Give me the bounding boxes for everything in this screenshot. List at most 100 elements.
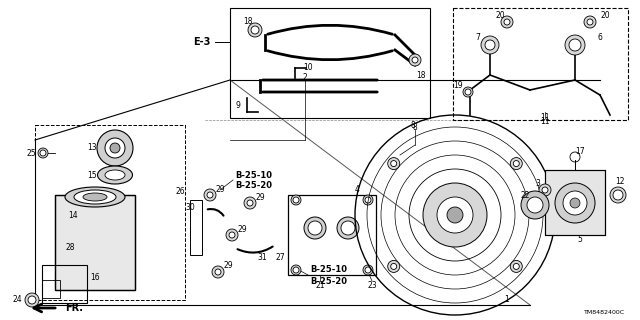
Text: 5: 5 xyxy=(577,236,582,244)
Circle shape xyxy=(229,232,235,238)
Text: 8: 8 xyxy=(413,124,417,132)
Text: 11: 11 xyxy=(540,117,550,126)
Circle shape xyxy=(390,263,397,269)
Text: 12: 12 xyxy=(615,178,625,187)
Circle shape xyxy=(226,229,238,241)
Circle shape xyxy=(247,200,253,206)
Bar xyxy=(42,280,60,298)
Circle shape xyxy=(248,23,262,37)
Ellipse shape xyxy=(304,217,326,239)
Text: 23: 23 xyxy=(367,281,377,290)
Circle shape xyxy=(363,265,373,275)
Text: 24: 24 xyxy=(12,295,22,305)
Circle shape xyxy=(293,197,299,203)
Text: 29: 29 xyxy=(215,185,225,194)
Circle shape xyxy=(409,54,421,66)
Bar xyxy=(288,195,376,275)
Text: FR.: FR. xyxy=(65,303,83,313)
Text: 8: 8 xyxy=(411,121,415,130)
Text: 20: 20 xyxy=(600,11,610,20)
Circle shape xyxy=(504,19,510,25)
Circle shape xyxy=(207,192,213,198)
Circle shape xyxy=(365,267,371,273)
Bar xyxy=(545,170,605,235)
Circle shape xyxy=(293,267,299,273)
Text: B-25-20: B-25-20 xyxy=(235,181,272,190)
Circle shape xyxy=(388,260,400,272)
Circle shape xyxy=(38,148,48,158)
Circle shape xyxy=(93,208,107,222)
Text: B-25-10: B-25-10 xyxy=(310,266,347,275)
Circle shape xyxy=(539,184,551,196)
Bar xyxy=(42,265,87,303)
Text: 15: 15 xyxy=(88,171,97,180)
Text: 21: 21 xyxy=(316,281,324,290)
Circle shape xyxy=(613,190,623,200)
Text: B-25-10: B-25-10 xyxy=(235,171,272,180)
Text: B-25-20: B-25-20 xyxy=(310,276,347,285)
Circle shape xyxy=(110,143,120,153)
Bar xyxy=(230,8,430,118)
Ellipse shape xyxy=(65,187,125,207)
Circle shape xyxy=(25,293,39,307)
Circle shape xyxy=(28,296,36,304)
Text: 3: 3 xyxy=(535,179,540,188)
Text: 31: 31 xyxy=(257,253,267,262)
Circle shape xyxy=(513,263,519,269)
Circle shape xyxy=(78,193,122,237)
Circle shape xyxy=(447,207,463,223)
Circle shape xyxy=(390,161,397,167)
Circle shape xyxy=(501,16,513,28)
Text: E-3: E-3 xyxy=(193,37,210,47)
Text: 18: 18 xyxy=(243,18,253,27)
Circle shape xyxy=(215,269,221,275)
Text: TM8482400C: TM8482400C xyxy=(584,310,625,315)
Ellipse shape xyxy=(308,221,322,235)
Circle shape xyxy=(412,57,418,63)
Circle shape xyxy=(86,201,114,229)
Circle shape xyxy=(291,195,301,205)
Circle shape xyxy=(555,183,595,223)
Circle shape xyxy=(463,87,473,97)
Ellipse shape xyxy=(74,190,116,204)
Circle shape xyxy=(587,19,593,25)
Circle shape xyxy=(481,36,499,54)
Circle shape xyxy=(365,197,371,203)
Circle shape xyxy=(527,197,543,213)
Text: 11: 11 xyxy=(540,114,550,123)
Bar xyxy=(545,170,605,235)
Text: 20: 20 xyxy=(495,11,505,20)
Circle shape xyxy=(584,16,596,28)
Text: 10: 10 xyxy=(303,63,313,73)
Ellipse shape xyxy=(105,170,125,180)
Text: 25: 25 xyxy=(26,148,36,157)
Circle shape xyxy=(563,191,587,215)
Text: 6: 6 xyxy=(598,34,602,43)
Text: 14: 14 xyxy=(68,211,78,220)
Ellipse shape xyxy=(83,193,107,201)
Circle shape xyxy=(485,40,495,50)
Circle shape xyxy=(437,197,473,233)
Text: 18: 18 xyxy=(416,70,426,79)
Circle shape xyxy=(570,198,580,208)
Circle shape xyxy=(291,265,301,275)
Circle shape xyxy=(610,187,626,203)
Circle shape xyxy=(363,195,373,205)
Text: 28: 28 xyxy=(65,243,75,252)
Text: 27: 27 xyxy=(275,253,285,262)
Circle shape xyxy=(465,89,471,95)
Circle shape xyxy=(212,266,224,278)
Circle shape xyxy=(40,150,46,156)
Circle shape xyxy=(251,26,259,34)
Text: 30: 30 xyxy=(185,204,195,212)
Circle shape xyxy=(423,183,487,247)
Ellipse shape xyxy=(341,221,355,235)
Circle shape xyxy=(97,130,133,166)
Circle shape xyxy=(510,157,522,170)
Circle shape xyxy=(513,161,519,167)
Circle shape xyxy=(204,189,216,201)
Text: 29: 29 xyxy=(255,193,265,202)
Circle shape xyxy=(521,191,549,219)
Bar xyxy=(453,8,628,120)
Text: 7: 7 xyxy=(476,34,481,43)
